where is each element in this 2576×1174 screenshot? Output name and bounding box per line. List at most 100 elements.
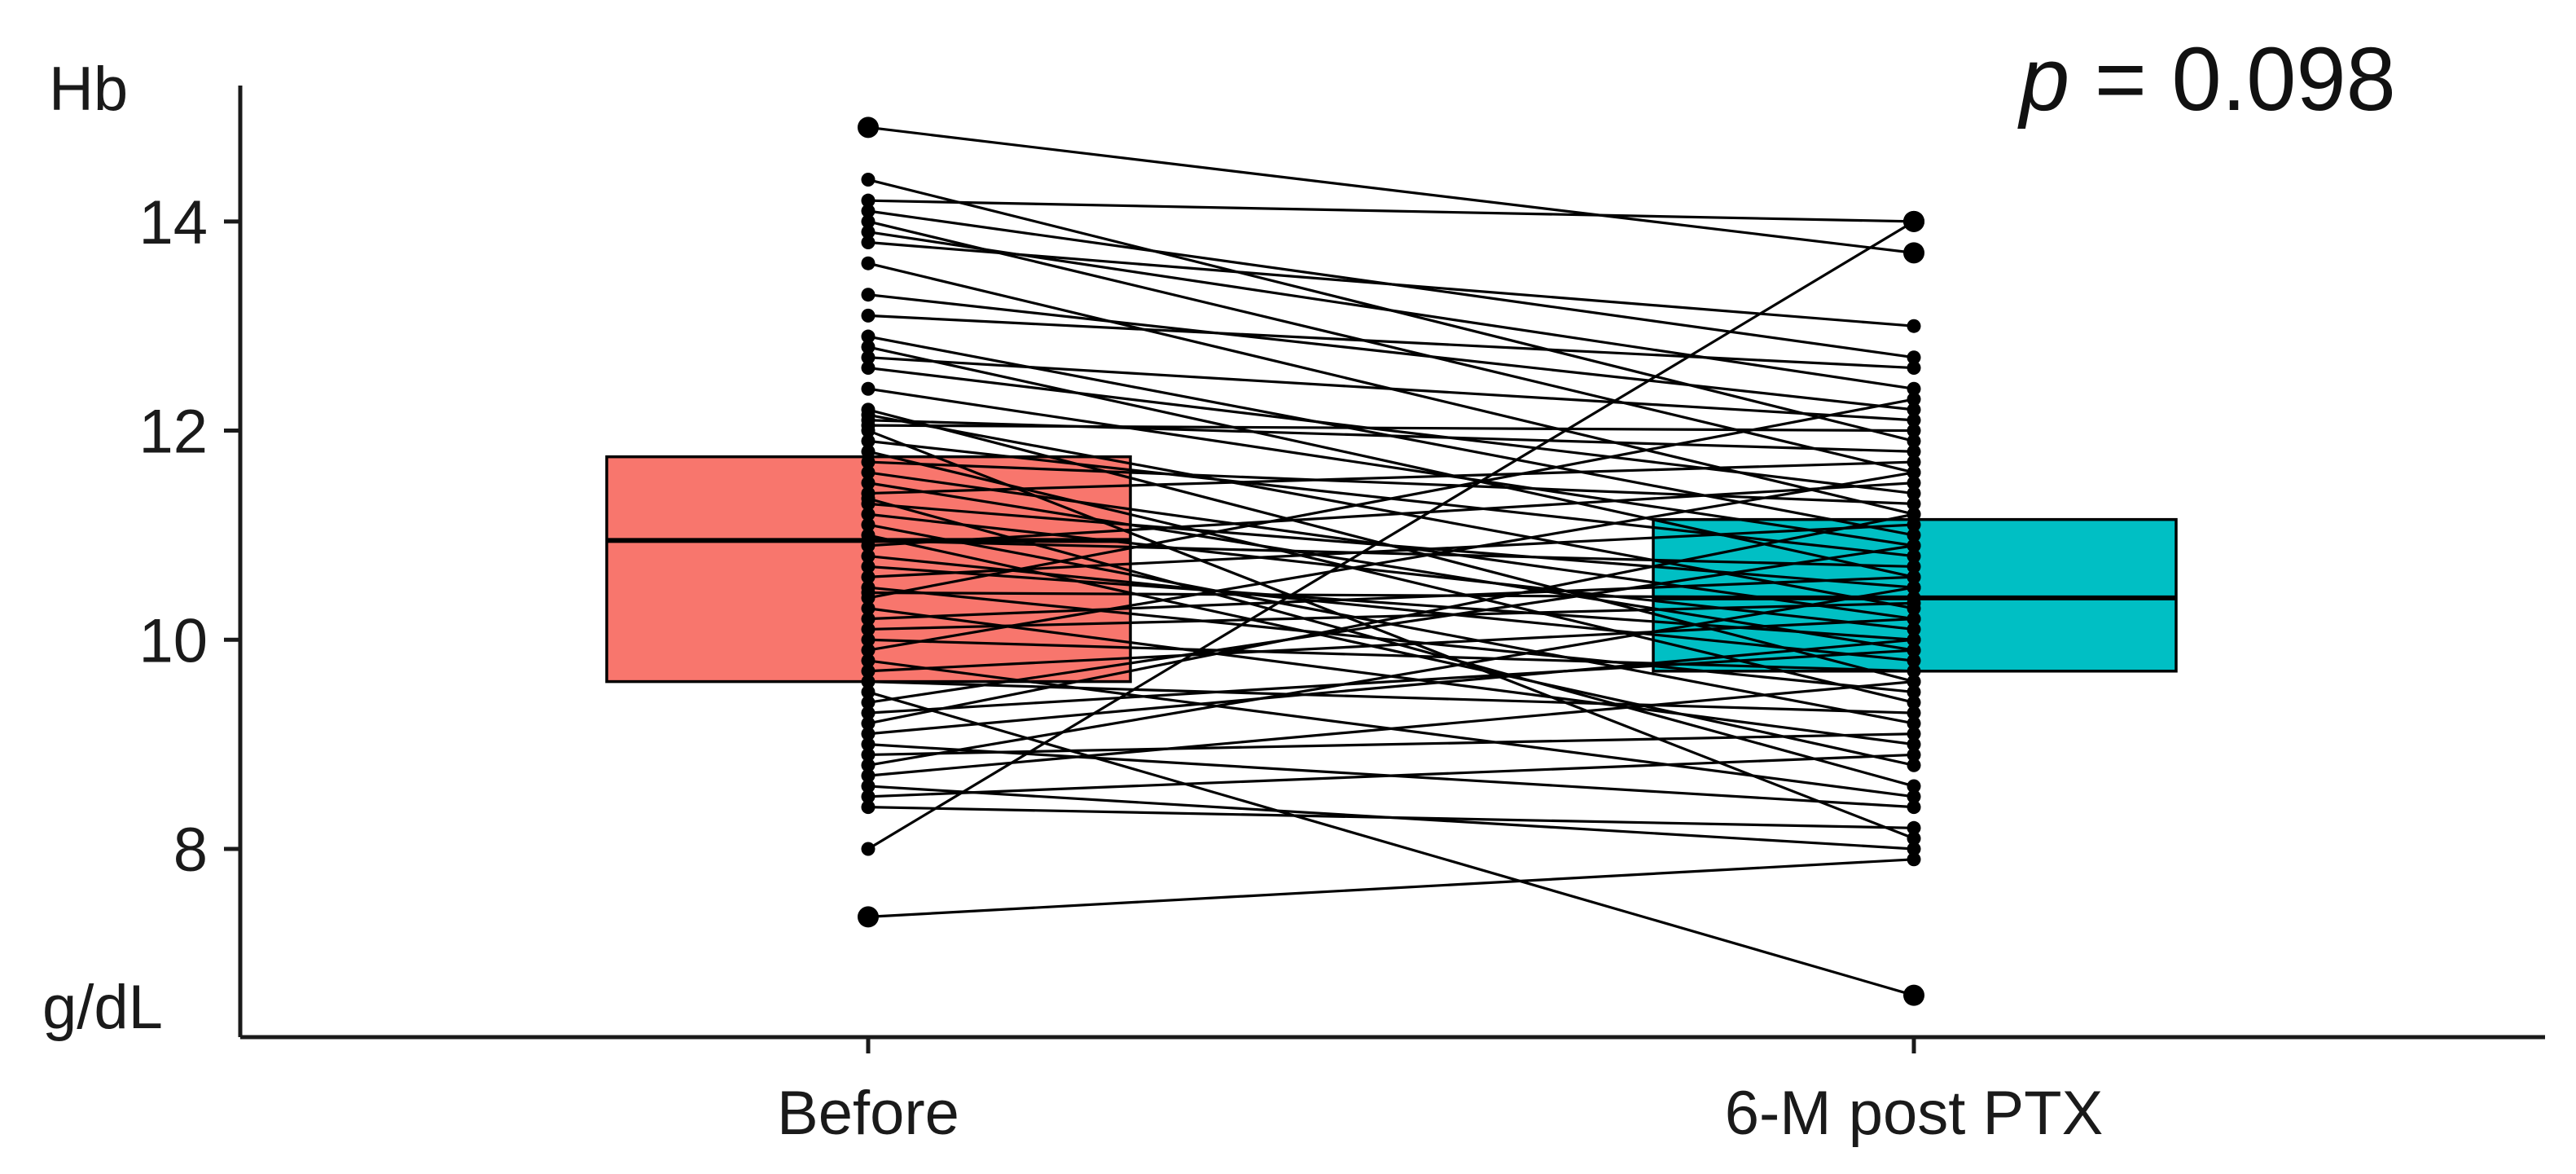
point-before (861, 214, 875, 229)
paired-line (867, 753, 1915, 798)
point-after (1907, 507, 1921, 521)
y-tick-label: 14 (138, 188, 208, 257)
point-before (861, 308, 875, 323)
point-before (861, 643, 875, 657)
point-after (1907, 476, 1921, 490)
paired-line (867, 539, 1915, 569)
point-after (1907, 424, 1921, 438)
x-category-label: Before (777, 1079, 959, 1148)
paired-line (867, 586, 1915, 694)
point-after (1907, 727, 1921, 741)
point-before (861, 381, 875, 396)
y-axis-label-top: Hb (49, 55, 128, 124)
paired-line (867, 471, 1915, 652)
point-before (861, 800, 875, 815)
point-after (1907, 361, 1921, 376)
point-after (1907, 779, 1921, 794)
point-after (1907, 820, 1921, 835)
point-before (861, 789, 875, 804)
paired-line (867, 680, 1915, 715)
point-after (1907, 496, 1921, 511)
p-value-symbol: p (2017, 29, 2069, 130)
point-before (861, 361, 875, 376)
point-before (861, 193, 875, 208)
x-ticks: Before 6-M post PTX (777, 1037, 2103, 1148)
point-before (861, 842, 875, 856)
paired-line (867, 586, 1915, 767)
point-after (1907, 643, 1921, 657)
point-after (1907, 444, 1921, 459)
paired-line (867, 806, 1915, 829)
point-after (1907, 539, 1921, 553)
paired-line (867, 512, 1915, 725)
y-tick-label: 8 (173, 816, 208, 885)
paired-line (867, 638, 1915, 673)
point-before (861, 758, 875, 772)
point-before (861, 695, 875, 710)
point-before (861, 539, 875, 553)
point-after (1907, 695, 1921, 710)
point-after (1907, 569, 1921, 584)
point-before (861, 204, 875, 218)
point-before (861, 476, 875, 490)
point-before (861, 716, 875, 731)
point-after (1907, 758, 1921, 772)
point-after (1907, 319, 1921, 333)
paired-line (867, 398, 1915, 600)
point-after (1907, 706, 1921, 720)
point-after (1907, 392, 1921, 407)
paired-line (867, 544, 1915, 704)
paired-line (867, 345, 1915, 578)
point-before (861, 727, 875, 741)
point-after (1907, 737, 1921, 752)
point-after (1907, 549, 1921, 564)
paired-line (867, 575, 1915, 621)
point-before (861, 235, 875, 250)
point-after (1907, 852, 1921, 867)
point-before (861, 591, 875, 605)
point-before (861, 653, 875, 668)
point-after (1903, 242, 1924, 264)
y-axis-label-bottom: g/dL (42, 973, 163, 1042)
point-before (861, 622, 875, 636)
point-before (861, 173, 875, 187)
point-before (861, 747, 875, 762)
paired-line (867, 481, 1915, 547)
paired-lines-layer (858, 117, 1924, 1006)
point-before (861, 549, 875, 564)
point-after (1907, 612, 1921, 627)
point-after (1907, 517, 1921, 532)
point-after (1907, 789, 1921, 804)
paired-line (867, 314, 1915, 370)
point-before (861, 601, 875, 616)
point-before (861, 517, 875, 532)
point-before (861, 768, 875, 783)
paired-line (867, 502, 1915, 589)
paired-line (867, 481, 1915, 652)
paired-line (867, 512, 1915, 631)
point-before (861, 569, 875, 584)
y-ticks: 8 10 12 14 (138, 188, 240, 885)
paired-line (867, 680, 1915, 777)
point-after (1907, 632, 1921, 647)
point-before (861, 433, 875, 448)
point-after (1907, 653, 1921, 668)
point-after (1903, 984, 1924, 1006)
point-before (861, 288, 875, 302)
point-after (1907, 433, 1921, 448)
point-after (1907, 580, 1921, 595)
point-before (861, 612, 875, 627)
point-after (1907, 831, 1921, 846)
y-tick-label: 10 (138, 606, 208, 675)
paired-line (867, 732, 1915, 757)
paired-line (867, 429, 1915, 840)
point-before (861, 559, 875, 574)
point-before (861, 465, 875, 480)
point-after (1907, 842, 1921, 856)
point-before (858, 906, 879, 928)
paired-line (867, 231, 1915, 390)
y-tick-label: 12 (138, 398, 208, 467)
paired-line (867, 240, 1915, 328)
point-before (861, 664, 875, 679)
